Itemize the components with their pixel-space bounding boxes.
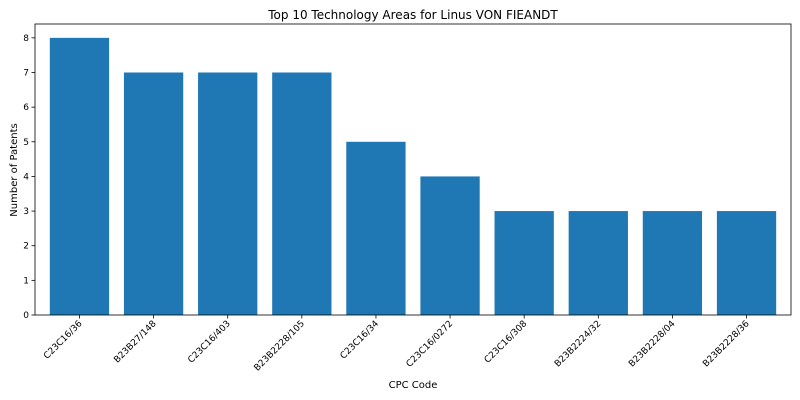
x-tick-label: B23B2224/32 [553,319,603,369]
bar-C23C16/36 [50,38,109,315]
x-tick-label: C23C16/308 [483,319,530,366]
y-tick-label: 2 [23,242,29,252]
y-tick-label: 8 [23,34,29,44]
x-tick-label: C23C16/34 [339,319,382,362]
x-tick-label: C23C16/0272 [405,319,456,370]
y-tick-label: 5 [23,138,29,148]
bar-C23C16/0272 [420,176,479,315]
bar-B23B2228/105 [272,73,331,316]
y-tick-label: 7 [23,69,29,79]
x-axis-label: CPC Code [389,380,438,391]
bar-B23B2228/36 [717,211,776,315]
y-tick-label: 1 [23,276,29,286]
y-axis-label: Number of Patents [9,123,20,216]
x-tick-label: B23B2228/36 [701,319,752,370]
bar-B23B27/148 [124,73,183,316]
x-tick-label: B23B2228/04 [627,319,678,370]
bar-B23B2224/32 [569,211,628,315]
bars [50,38,776,315]
x-tick-label: B23B27/148 [112,319,158,365]
bar-C23C16/308 [495,211,554,315]
bar-C23C16/34 [346,142,405,315]
x-tick-label: C23C16/36 [42,319,85,362]
y-axis: 0 1 2 3 4 5 6 7 8 [23,34,35,321]
x-axis: C23C16/36 B23B27/148 C23C16/403 B23B2228/10… [42,315,752,373]
y-tick-label: 0 [23,311,29,321]
chart-title: Top 10 Technology Areas for Linus VON FI… [267,8,558,22]
bar-C23C16/403 [198,73,257,316]
x-tick-label: C23C16/403 [186,319,232,365]
y-tick-label: 4 [23,172,29,182]
y-tick-label: 3 [23,207,29,217]
bar-B23B2228/04 [643,211,702,315]
x-tick-label: B23B2228/105 [253,319,307,373]
y-tick-label: 6 [23,103,29,113]
